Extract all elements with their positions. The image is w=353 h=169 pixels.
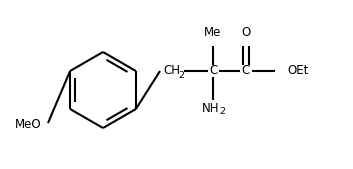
Text: 2: 2 [219, 107, 225, 116]
Text: NH: NH [202, 102, 220, 115]
Text: O: O [241, 26, 251, 39]
Text: 2: 2 [178, 70, 184, 79]
Text: Me: Me [204, 26, 222, 39]
Text: OEt: OEt [287, 65, 309, 78]
Text: MeO: MeO [15, 118, 41, 131]
Text: C: C [209, 65, 217, 78]
Text: CH: CH [163, 65, 180, 78]
Text: C: C [242, 65, 250, 78]
